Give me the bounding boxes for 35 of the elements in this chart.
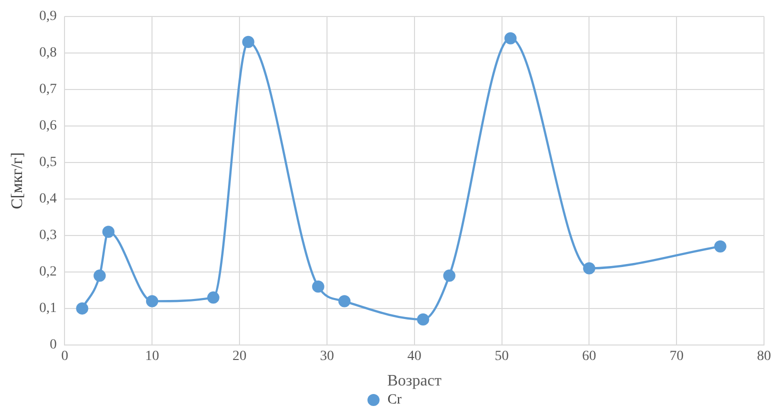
x-tick-label: 40: [407, 349, 422, 364]
x-tick-label: 70: [670, 349, 684, 364]
x-tick-label: 80: [757, 349, 771, 364]
y-tick-label: 0,3: [39, 228, 57, 244]
y-tick-label: 0,2: [39, 264, 57, 280]
point: [76, 302, 88, 315]
point: [312, 280, 324, 293]
point: [102, 226, 115, 238]
y-tick-label: 0,7: [39, 82, 57, 98]
point: [146, 295, 158, 308]
y-tick-label: 0,9: [39, 9, 57, 24]
y-axis-title: C[мкг/г]: [8, 152, 26, 210]
y-tick-label: 0: [50, 338, 57, 353]
point: [242, 36, 254, 48]
x-tick-label: 10: [145, 349, 160, 364]
point: [714, 240, 726, 253]
x-tick-label: 50: [494, 349, 509, 364]
point: [583, 262, 596, 274]
point: [94, 270, 106, 282]
x-axis-title: Возраст: [387, 372, 442, 390]
x-tick-label: 0: [61, 349, 68, 364]
point: [338, 295, 351, 308]
y-tick-label: 0,6: [39, 118, 57, 134]
y-tick-label: 0,1: [39, 301, 57, 316]
point: [207, 291, 220, 304]
legend-label: Cr: [388, 392, 402, 408]
y-tick-label: 0,5: [39, 155, 57, 170]
x-tick-label: 30: [320, 349, 334, 364]
x-tick-label: 20: [232, 349, 247, 364]
y-tick-label: 0,8: [39, 46, 57, 61]
point: [416, 313, 430, 326]
y-tick-label: 0,4: [39, 192, 57, 207]
x-tick-label: 60: [582, 349, 596, 364]
point: [504, 32, 517, 44]
point: [443, 270, 456, 282]
